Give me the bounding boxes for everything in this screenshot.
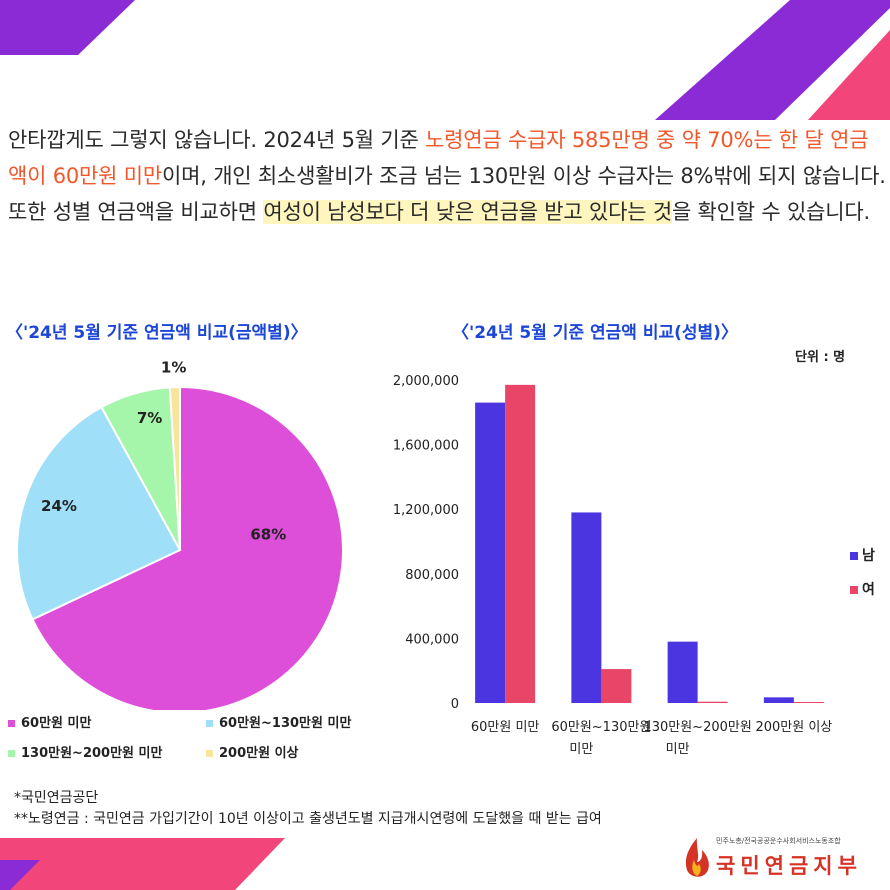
top-left-stripe <box>0 0 135 55</box>
bar-male <box>475 402 506 703</box>
bar-legend-item: 여 <box>850 579 875 599</box>
legend-swatch <box>850 552 858 560</box>
bottom-left-stripe <box>0 838 285 890</box>
y-tick-label: 400,000 <box>405 632 459 647</box>
intro-text-1: 안타깝게도 그렇지 않습니다. 2024년 5월 기준 <box>8 128 426 152</box>
pie-legend-label: 60만원 미만 <box>21 716 92 731</box>
x-tick-label: 130만원~200만원 <box>643 720 751 735</box>
top-right-stripes <box>655 0 890 120</box>
legend-swatch <box>8 750 15 757</box>
logo-subtitle: 민주노총/전국공공운수사회서비스노동조합 <box>716 837 841 845</box>
pie-slice <box>168 385 181 551</box>
bar-male <box>667 641 698 703</box>
intro-highlight-red: 노령연금 수급자 585만명 중 약 70%는 한 달 연금액이 60만원 미만 <box>8 128 869 188</box>
x-tick-label: 60만원~130만원 <box>551 720 651 735</box>
bar-female <box>505 384 536 703</box>
pie-slice <box>16 405 182 621</box>
pie-slice <box>31 385 344 710</box>
pie-data-label: 7% <box>137 409 162 427</box>
legend-swatch <box>206 750 213 757</box>
bar-unit-label: 단위 : 명 <box>795 350 846 365</box>
pie-legend-label: 200만원 이상 <box>219 746 299 761</box>
pie-legend-label: 60만원~130만원 미만 <box>219 716 352 731</box>
pie-chart: 68% 24% 7% 1% <box>16 360 344 710</box>
footnote-definition: **노령연금 : 국민연금 가입기간이 10년 이상이고 출생년도별 지급개시연… <box>14 811 602 827</box>
y-tick-label: 800,000 <box>405 568 459 583</box>
flame-icon <box>685 838 709 877</box>
legend-swatch <box>850 586 858 594</box>
x-tick-label: 미만 <box>569 742 593 757</box>
y-tick-label: 0 <box>451 697 459 712</box>
footnotes: *국민연금공단 **노령연금 : 국민연금 가입기간이 10년 이상이고 출생년… <box>14 788 602 830</box>
pie-legend-item: 60만원 미만 <box>8 712 91 731</box>
bar-male <box>571 512 602 703</box>
x-tick-label: 60만원 미만 <box>471 720 540 735</box>
bar-female <box>601 669 632 703</box>
footnote-source: *국민연금공단 <box>14 790 99 806</box>
bar-female <box>793 702 824 703</box>
bar-chart: 0 400,000 800,000 1,200,000 1,600,000 2,000,0… <box>393 374 832 757</box>
bar-legend-label: 여 <box>862 582 875 598</box>
pie-legend-item: 130만원~200만원 미만 <box>8 742 162 761</box>
x-tick-label: 미만 <box>666 742 690 757</box>
intro-text-2: 이며, 개인 최소생활비가 조금 넘는 130만원 이상 수급자는 8%밖에 되… <box>8 164 886 224</box>
y-tick-label: 1,200,000 <box>393 503 459 518</box>
intro-text-3: 을 확인할 수 있습니다. <box>671 200 870 224</box>
y-tick-label: 2,000,000 <box>393 374 459 389</box>
pie-data-label: 1% <box>161 360 186 377</box>
bar-chart-title: 〈'24년 5월 기준 연금액 비교(성별)〉 <box>452 323 738 343</box>
intro-paragraph: 안타깝게도 그렇지 않습니다. 2024년 5월 기준 노령연금 수급자 585… <box>8 122 886 230</box>
pie-legend-item: 60만원~130만원 미만 <box>206 712 351 731</box>
pie-legend-label: 130만원~200만원 미만 <box>21 746 163 761</box>
bar-male <box>763 697 794 703</box>
bar-legend-label: 남 <box>862 548 875 564</box>
bar-female <box>697 701 728 703</box>
bar-legend-item: 남 <box>850 545 875 565</box>
pie-data-label: 24% <box>41 497 77 515</box>
legend-swatch <box>8 720 15 727</box>
x-tick-label: 200만원 이상 <box>755 720 832 735</box>
pie-legend-item: 200만원 이상 <box>206 742 299 761</box>
pie-data-label: 68% <box>250 525 286 543</box>
legend-swatch <box>206 720 213 727</box>
y-tick-label: 1,600,000 <box>393 439 459 454</box>
logo-name: 국민연금지부 <box>716 854 862 878</box>
union-logo: 민주노총/전국공공운수사회서비스노동조합 국민연금지부 <box>680 832 885 887</box>
pie-chart-title: 〈'24년 5월 기준 연금액 비교(금액별)〉 <box>6 323 308 343</box>
intro-highlight-yellow: 여성이 남성보다 더 낮은 연금을 받고 있다는 것 <box>263 200 672 224</box>
